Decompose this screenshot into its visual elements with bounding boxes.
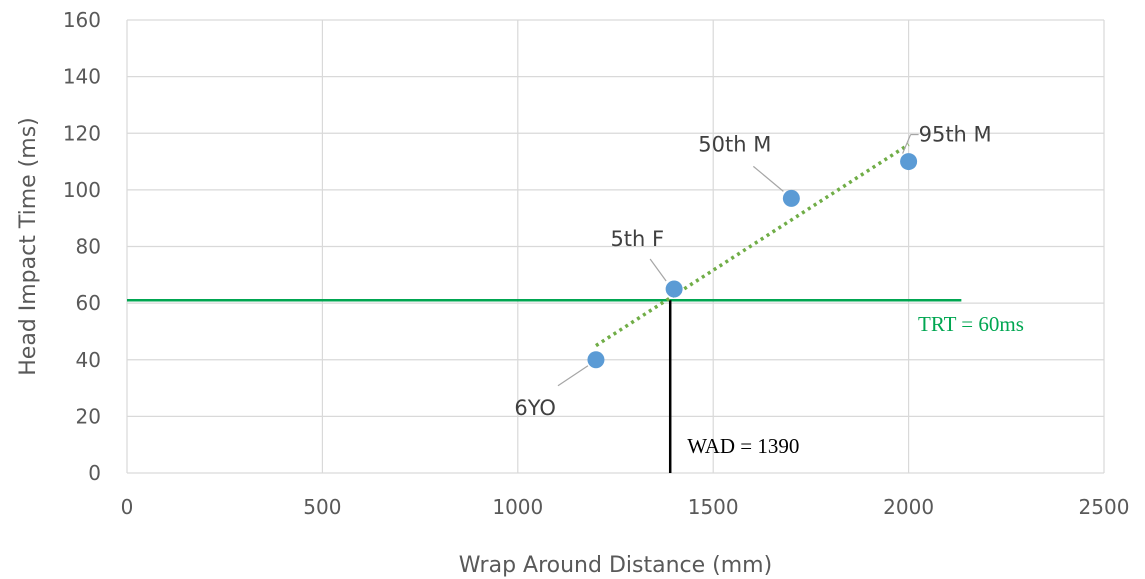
leader-line — [557, 365, 589, 387]
point-label: 6YO — [514, 396, 556, 420]
x-axis-title: Wrap Around Distance (mm) — [459, 553, 772, 578]
data-point — [900, 153, 918, 171]
trendline — [595, 143, 910, 348]
data-point — [587, 351, 605, 369]
wad-label: WAD = 1390 — [687, 434, 799, 458]
y-tick-label: 160 — [63, 8, 101, 32]
x-tick-label: 500 — [303, 495, 341, 519]
y-axis-title: Head Impact Time (ms) — [16, 117, 41, 376]
x-tick-label: 2000 — [883, 495, 934, 519]
point-label: 5th F — [610, 227, 664, 251]
leader-line — [752, 165, 784, 192]
point-label: 50th M — [698, 132, 771, 156]
y-tick-label: 120 — [63, 121, 101, 145]
leader-line — [902, 134, 912, 154]
data-point — [665, 280, 683, 298]
y-tick-label: 40 — [76, 348, 101, 372]
threshold-label: TRT = 60ms — [918, 312, 1024, 336]
y-tick-label: 100 — [63, 178, 101, 202]
data-point — [782, 189, 800, 207]
y-tick-label: 0 — [88, 461, 101, 485]
leader-line — [649, 258, 667, 282]
x-tick-label: 1500 — [688, 495, 739, 519]
y-tick-label: 140 — [63, 65, 101, 89]
x-tick-label: 2500 — [1079, 495, 1130, 519]
y-tick-label: 20 — [76, 404, 101, 428]
x-tick-label: 0 — [121, 495, 134, 519]
point-label: 95th M — [919, 123, 992, 147]
y-tick-label: 60 — [76, 291, 101, 315]
x-tick-label: 1000 — [492, 495, 543, 519]
y-tick-label: 80 — [76, 235, 101, 259]
